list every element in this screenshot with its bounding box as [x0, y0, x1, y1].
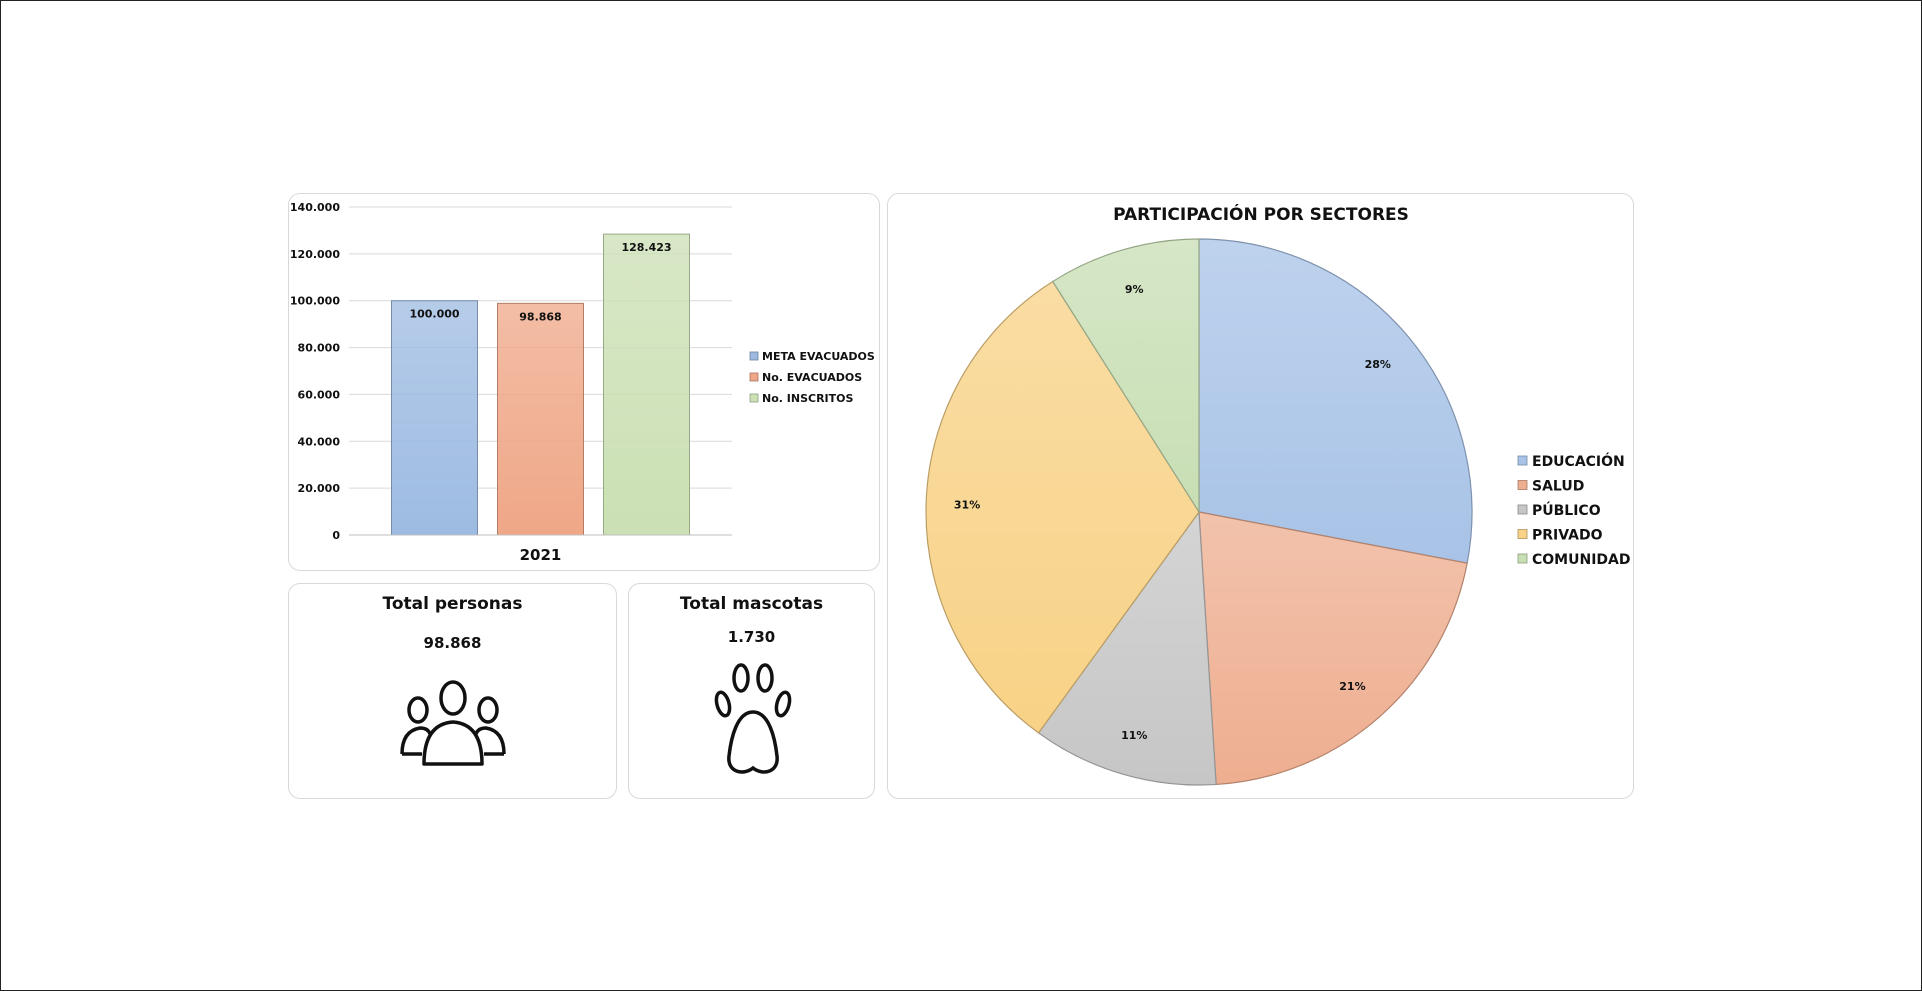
bar-data-label: 98.868 — [519, 310, 561, 323]
legend-swatch — [1517, 529, 1528, 539]
y-tick-label: 0 — [332, 529, 340, 542]
y-tick-label: 60.000 — [298, 388, 341, 401]
y-tick-label: 100.000 — [290, 295, 340, 308]
x-tick-label: 2021 — [520, 546, 562, 564]
pie-slice — [1198, 238, 1473, 564]
legend-swatch — [749, 372, 759, 382]
legend-entry: SALUD — [1532, 479, 1584, 495]
total-personas-value: 98.868 — [423, 634, 482, 652]
total-personas-card: Total personas 98.868 — [288, 583, 617, 799]
people-group-icon — [400, 680, 506, 766]
pie-slice — [1037, 510, 1217, 786]
pie-data-label: 28% — [1365, 358, 1391, 371]
pie-data-label: 11% — [1121, 729, 1147, 742]
bar — [497, 302, 584, 536]
y-tick-label: 80.000 — [298, 342, 341, 355]
pie-chart: PARTICIPACIÓN POR SECTORES 28% 21% 11% 31% 9%… — [925, 203, 1630, 786]
legend-entry: META EVACUADOS — [762, 350, 875, 363]
legend-entry: No. INSCRITOS — [762, 392, 853, 405]
y-tick-label: 120.000 — [290, 248, 340, 261]
paw-print-icon — [714, 663, 792, 774]
legend-entry: No. EVACUADOS — [762, 371, 862, 384]
pie-data-label: 9% — [1125, 283, 1144, 296]
bar-data-label: 128.423 — [621, 241, 671, 254]
bar-chart-card: 0 20.000 40.000 60.000 80.000 100.000 120.000 1… — [288, 193, 880, 571]
pie-chart-card: PARTICIPACIÓN POR SECTORES 28% 21% 11% 31% 9%… — [887, 193, 1634, 799]
legend-swatch — [749, 351, 759, 361]
total-mascotas-card: Total mascotas 1.730 — [628, 583, 875, 799]
legend-swatch — [1517, 455, 1528, 466]
pie-slice — [1198, 511, 1468, 786]
y-tick-label: 140.000 — [290, 201, 340, 214]
bar-data-label: 100.000 — [409, 308, 459, 321]
legend-swatch — [749, 393, 759, 403]
bar — [603, 233, 690, 536]
pie-slice — [925, 280, 1200, 734]
pie-data-label: 31% — [954, 499, 980, 512]
y-tick-label: 40.000 — [298, 435, 341, 448]
bar-chart: 0 20.000 40.000 60.000 80.000 100.000 120.000 1… — [290, 201, 875, 564]
bar — [391, 300, 478, 536]
legend-entry: EDUCACIÓN — [1532, 452, 1625, 470]
y-tick-label: 20.000 — [298, 482, 341, 495]
legend-swatch — [1517, 504, 1528, 515]
pie-title: PARTICIPACIÓN POR SECTORES — [1113, 203, 1409, 225]
legend-entry: PRIVADO — [1532, 528, 1603, 544]
total-mascotas-title: Total mascotas — [679, 594, 824, 614]
legend-entry: PÚBLICO — [1532, 501, 1601, 519]
total-personas-title: Total personas — [382, 594, 523, 614]
total-mascotas-value: 1.730 — [727, 628, 776, 646]
legend-entry: COMUNIDAD — [1532, 552, 1630, 568]
legend-swatch — [1517, 553, 1528, 564]
legend-swatch — [1517, 480, 1528, 490]
pie-data-label: 21% — [1339, 680, 1365, 693]
pie-slice — [1051, 238, 1200, 515]
